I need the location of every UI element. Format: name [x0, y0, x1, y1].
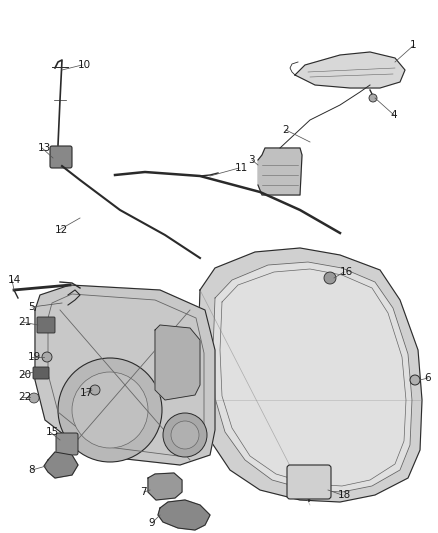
FancyBboxPatch shape — [37, 317, 55, 333]
Polygon shape — [258, 148, 302, 195]
Circle shape — [369, 94, 377, 102]
Text: 6: 6 — [424, 373, 431, 383]
Text: 2: 2 — [282, 125, 289, 135]
Text: 8: 8 — [28, 465, 35, 475]
Text: 9: 9 — [148, 518, 155, 528]
Text: 13: 13 — [38, 143, 51, 153]
Text: 3: 3 — [248, 155, 254, 165]
Text: 7: 7 — [140, 487, 147, 497]
Circle shape — [42, 352, 52, 362]
Text: 12: 12 — [55, 225, 68, 235]
Polygon shape — [44, 452, 78, 478]
Text: 19: 19 — [28, 352, 41, 362]
Text: 14: 14 — [8, 275, 21, 285]
Polygon shape — [35, 285, 215, 465]
FancyBboxPatch shape — [50, 146, 72, 168]
Text: 17: 17 — [80, 388, 93, 398]
Polygon shape — [198, 248, 422, 502]
FancyBboxPatch shape — [56, 433, 78, 455]
Text: 16: 16 — [340, 267, 353, 277]
Circle shape — [72, 372, 148, 448]
Text: 15: 15 — [46, 427, 59, 437]
FancyBboxPatch shape — [288, 466, 330, 498]
Text: 21: 21 — [18, 317, 31, 327]
Text: 20: 20 — [18, 370, 31, 380]
Text: 22: 22 — [18, 392, 31, 402]
Polygon shape — [155, 325, 200, 400]
Text: 10: 10 — [78, 60, 91, 70]
Text: 4: 4 — [390, 110, 397, 120]
Circle shape — [171, 421, 199, 449]
Polygon shape — [213, 262, 412, 492]
Text: 18: 18 — [338, 490, 351, 500]
FancyBboxPatch shape — [287, 465, 331, 499]
FancyBboxPatch shape — [33, 367, 49, 379]
Circle shape — [29, 393, 39, 403]
Polygon shape — [148, 473, 182, 500]
Polygon shape — [158, 500, 210, 530]
Text: 1: 1 — [410, 40, 417, 50]
Circle shape — [58, 358, 162, 462]
Polygon shape — [295, 52, 405, 88]
Circle shape — [324, 272, 336, 284]
Circle shape — [90, 385, 100, 395]
Text: 11: 11 — [235, 163, 248, 173]
Text: 5: 5 — [28, 302, 35, 312]
Circle shape — [410, 375, 420, 385]
Circle shape — [163, 413, 207, 457]
